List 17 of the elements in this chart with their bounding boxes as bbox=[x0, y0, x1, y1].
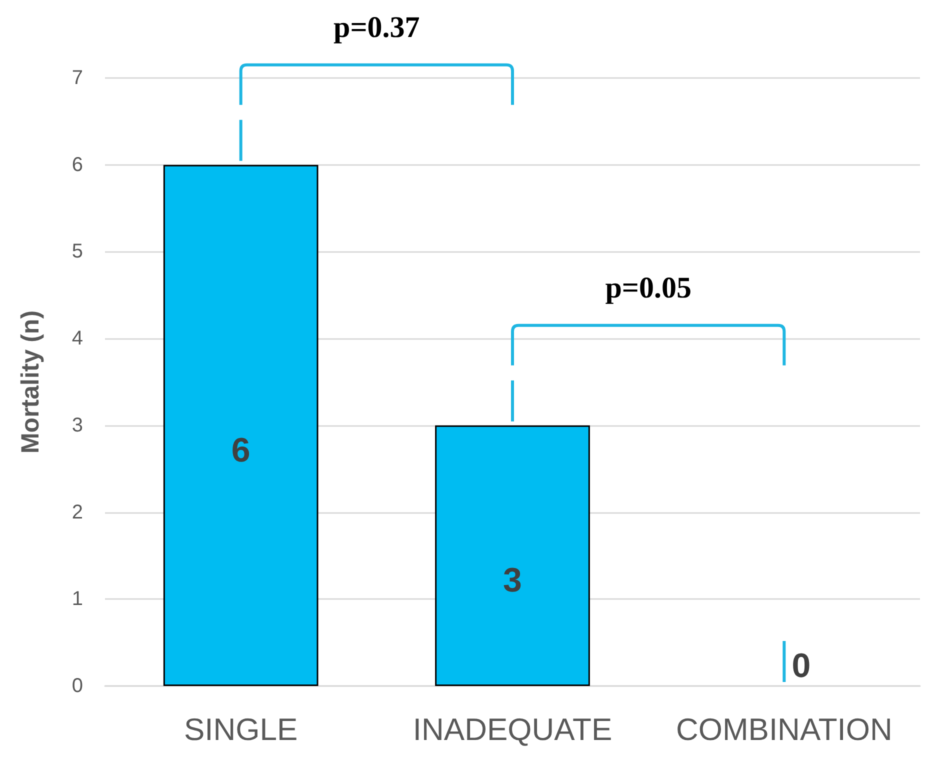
y-axis-title: Mortality (n) bbox=[16, 310, 44, 454]
x-tick-label: INADEQUATE bbox=[412, 712, 612, 747]
y-tick-label: 0 bbox=[72, 675, 83, 697]
y-tick-label: 5 bbox=[72, 240, 83, 263]
y-tick-label: 6 bbox=[72, 154, 83, 176]
y-tick-label: 3 bbox=[72, 414, 83, 436]
x-tick-label: SINGLE bbox=[184, 712, 298, 747]
x-tick-label: COMBINATION bbox=[676, 712, 892, 747]
y-tick-label: 7 bbox=[72, 67, 83, 89]
y-tick-label: 1 bbox=[72, 588, 83, 610]
y-tick-label: 4 bbox=[72, 328, 83, 350]
y-tick-label: 2 bbox=[72, 501, 83, 524]
data-label: 6 bbox=[231, 431, 250, 470]
annotation: p=0.05 bbox=[605, 271, 692, 304]
text: p=0.37 bbox=[334, 10, 420, 44]
data-label: 3 bbox=[503, 562, 522, 600]
data-label: 0 bbox=[792, 647, 811, 685]
